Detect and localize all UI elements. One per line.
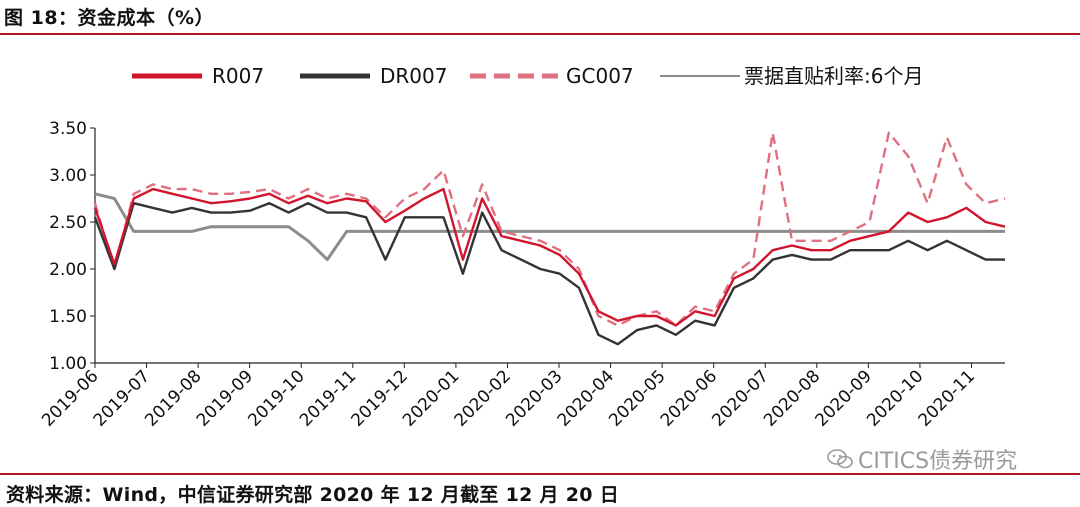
legend-label: 票据直贴利率:6个月 <box>744 64 923 88</box>
series-line-dr007 <box>93 201 1005 346</box>
y-tick-label: 3.00 <box>49 166 87 186</box>
y-tick-label: 2.50 <box>49 213 87 233</box>
watermark: CITICS债券研究 <box>826 443 1017 475</box>
y-tick-label: 1.00 <box>49 354 87 374</box>
series-line-gc007 <box>93 131 1006 327</box>
series-line-r007 <box>93 187 1006 327</box>
chart-area: R007 DR007 GC007 票据直贴利率:6个月 3.50 3.00 2.50 2.0… <box>38 64 1006 431</box>
legend-label: GC007 <box>566 64 634 88</box>
y-axis: 3.50 3.00 2.50 2.00 1.50 1.00 <box>49 119 96 374</box>
top-rule <box>0 33 1080 35</box>
watermark-text: CITICS债券研究 <box>858 449 1018 474</box>
x-tick-label: 2020-11 <box>915 366 979 430</box>
legend-label: DR007 <box>380 64 447 88</box>
chart-legend: R007 DR007 GC007 票据直贴利率:6个月 <box>132 64 923 88</box>
y-tick-label: 2.00 <box>49 260 87 280</box>
source-note: 资料来源：Wind，中信证券研究部 2020 年 12 月截至 12 月 20 … <box>6 484 620 506</box>
legend-label: R007 <box>212 64 264 88</box>
y-tick-label: 1.50 <box>49 307 87 327</box>
y-tick-label: 3.50 <box>49 119 87 139</box>
bottom-rule <box>0 473 1080 475</box>
x-axis: 2019-062019-072019-082019-092019-102019-… <box>38 362 1005 431</box>
series-line-6 <box>94 192 1005 262</box>
series-lines <box>93 131 1006 346</box>
wechat-icon <box>827 449 853 469</box>
figure-title: 图 18：资金成本（%） <box>4 7 215 29</box>
